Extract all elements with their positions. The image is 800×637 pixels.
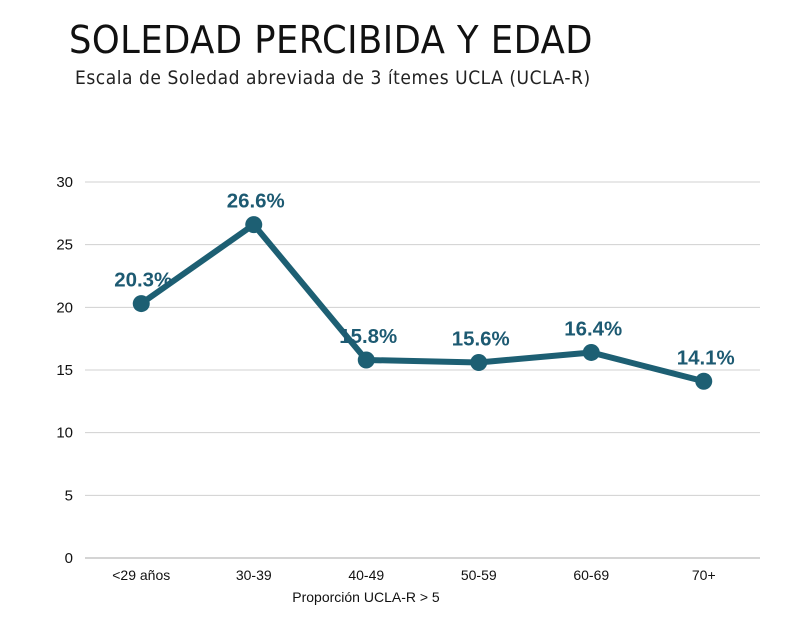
x-tick-label: 60-69	[573, 567, 609, 583]
chart-title: SOLEDAD PERCIBIDA Y EDAD	[69, 18, 593, 62]
data-labels: 20.3% 26.6% 15.8% 15.6% 16.4% 14.1%	[114, 191, 735, 370]
data-label: 15.6%	[452, 328, 510, 350]
data-label: 14.1%	[677, 347, 735, 369]
data-points	[132, 216, 713, 390]
data-point	[357, 351, 375, 369]
x-tick-label: 50-59	[461, 567, 497, 583]
y-tick-label: 0	[65, 550, 73, 567]
series-line-path	[138, 221, 707, 385]
data-label: 15.8%	[339, 326, 397, 348]
data-point	[695, 372, 713, 390]
x-tick-label: <29 años	[112, 567, 170, 583]
x-tick-label: 30-39	[236, 567, 272, 583]
y-tick-label: 30	[56, 174, 73, 191]
y-tick-label: 20	[56, 299, 73, 316]
data-label: 20.3%	[114, 270, 172, 292]
x-axis-ticks: <29 años 30-39 40-49 50-59 60-69 70+	[112, 567, 715, 583]
data-label: 16.4%	[564, 318, 622, 340]
series-line	[138, 221, 707, 385]
data-point	[470, 353, 488, 371]
y-axis-ticks: 0 5 10 15 20 25 30	[56, 174, 73, 567]
data-point	[245, 216, 263, 234]
x-tick-label: 40-49	[348, 567, 384, 583]
gridlines	[85, 181, 760, 559]
y-tick-label: 15	[56, 362, 73, 379]
y-tick-label: 25	[56, 237, 73, 254]
x-axis-label: Proporción UCLA-R > 5	[292, 589, 440, 605]
chart-subtitle: Escala de Soledad abreviada de 3 ítemes …	[75, 67, 591, 89]
data-label: 26.6%	[227, 191, 285, 213]
y-tick-label: 10	[56, 425, 73, 442]
data-point	[582, 343, 600, 361]
y-tick-label: 5	[65, 487, 73, 504]
x-tick-label: 70+	[692, 567, 716, 583]
data-point	[132, 295, 150, 313]
